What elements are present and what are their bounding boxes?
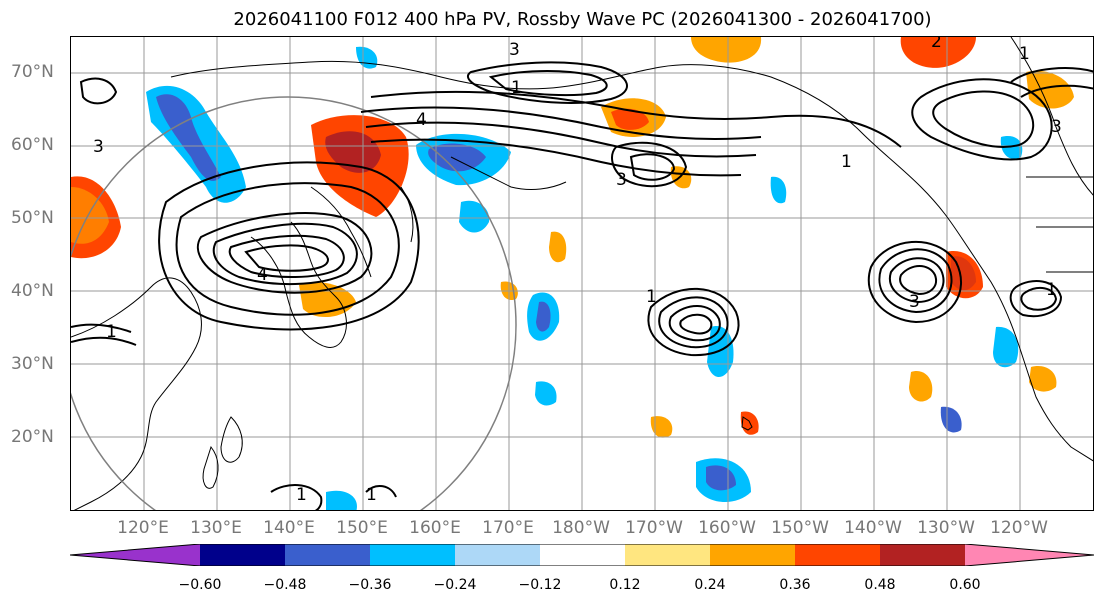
colorbar-tick: 0.12 [609,577,641,593]
colorbar-tick: −0.12 [518,577,562,593]
longitude-label: 160°W [698,518,756,538]
latitude-label: 50°N [11,208,54,228]
rossby-wave-contours [71,61,1093,510]
map-title: 2026041100 F012 400 hPa PV, Rossby Wave … [233,9,932,30]
colorbar-tick: 0.24 [694,577,726,593]
contour-label: 1 [1019,44,1030,64]
contour-label: 1 [511,78,522,98]
colorbar-segment [200,544,285,566]
contour-label: 1 [646,287,657,307]
map-canvas: 4 3 3 4 1 3 1 3 2 1 1 1 1 1 1 3 [71,37,1093,510]
longitude-label: 160°E [409,518,461,538]
colorbar-tick: −0.36 [348,577,392,593]
contour-label: 1 [296,485,307,505]
longitude-label: 170°E [482,518,534,538]
contour-label: 3 [616,170,627,190]
colorbar [70,544,1094,566]
colorbar-segment [370,544,455,566]
colorbar-tick: −0.60 [178,577,222,593]
colorbar-segment [880,544,965,566]
colorbar-segment [625,544,710,566]
colorbar-segment [795,544,880,566]
contour-label: 1 [366,485,377,505]
longitude-label: 120°E [117,518,169,538]
colorbar-segment [710,544,795,566]
contour-label: 4 [257,265,268,285]
longitude-label: 130°E [190,518,242,538]
map-panel: 4 3 3 4 1 3 1 3 2 1 1 1 1 1 1 3 [70,36,1094,511]
latitude-label: 70°N [11,62,54,82]
latitude-label: 30°N [11,354,54,374]
contour-label: 3 [93,137,104,157]
longitude-label: 140°W [844,518,902,538]
colorbar-segment [455,544,540,566]
longitude-label: 150°E [336,518,388,538]
contour-label: 3 [1051,117,1062,137]
latitude-label: 20°N [11,427,54,447]
colorbar-tick: −0.24 [433,577,477,593]
longitude-label: 140°E [263,518,315,538]
colorbar-tick: −0.48 [263,577,307,593]
colorbar-tick: 0.36 [779,577,811,593]
contour-label: 1 [1046,280,1057,300]
contour-label: 3 [509,40,520,60]
colorbar-segment [285,544,370,566]
pv-anomaly-shading [71,37,1074,510]
latitude-label: 60°N [11,135,54,155]
longitude-label: 150°W [771,518,829,538]
latitude-label: 40°N [11,281,54,301]
colorbar-tick: 0.48 [864,577,896,593]
colorbar-extend-high [965,544,1094,566]
colorbar-segment [540,544,625,566]
contour-label: 4 [416,110,427,130]
anomaly-positive-top [691,37,762,63]
contour-labels: 4 3 3 4 1 3 1 3 2 1 1 1 1 1 1 3 [93,37,1062,505]
longitude-label: 180°W [552,518,610,538]
anomaly-positive-alaska [900,37,976,68]
longitude-label: 170°W [625,518,683,538]
contour-label: 3 [909,292,920,312]
contour-label: 1 [106,322,117,342]
anomaly-positive-west-coast [946,251,983,299]
colorbar-tick: 0.60 [949,577,981,593]
colorbar-extend-low [70,544,200,566]
longitude-label: 130°W [917,518,975,538]
contour-label: 1 [841,152,852,172]
contour-label: 2 [931,37,942,52]
great-circle-outline [71,96,517,510]
longitude-label: 120°W [990,518,1048,538]
graticule [71,37,1093,510]
